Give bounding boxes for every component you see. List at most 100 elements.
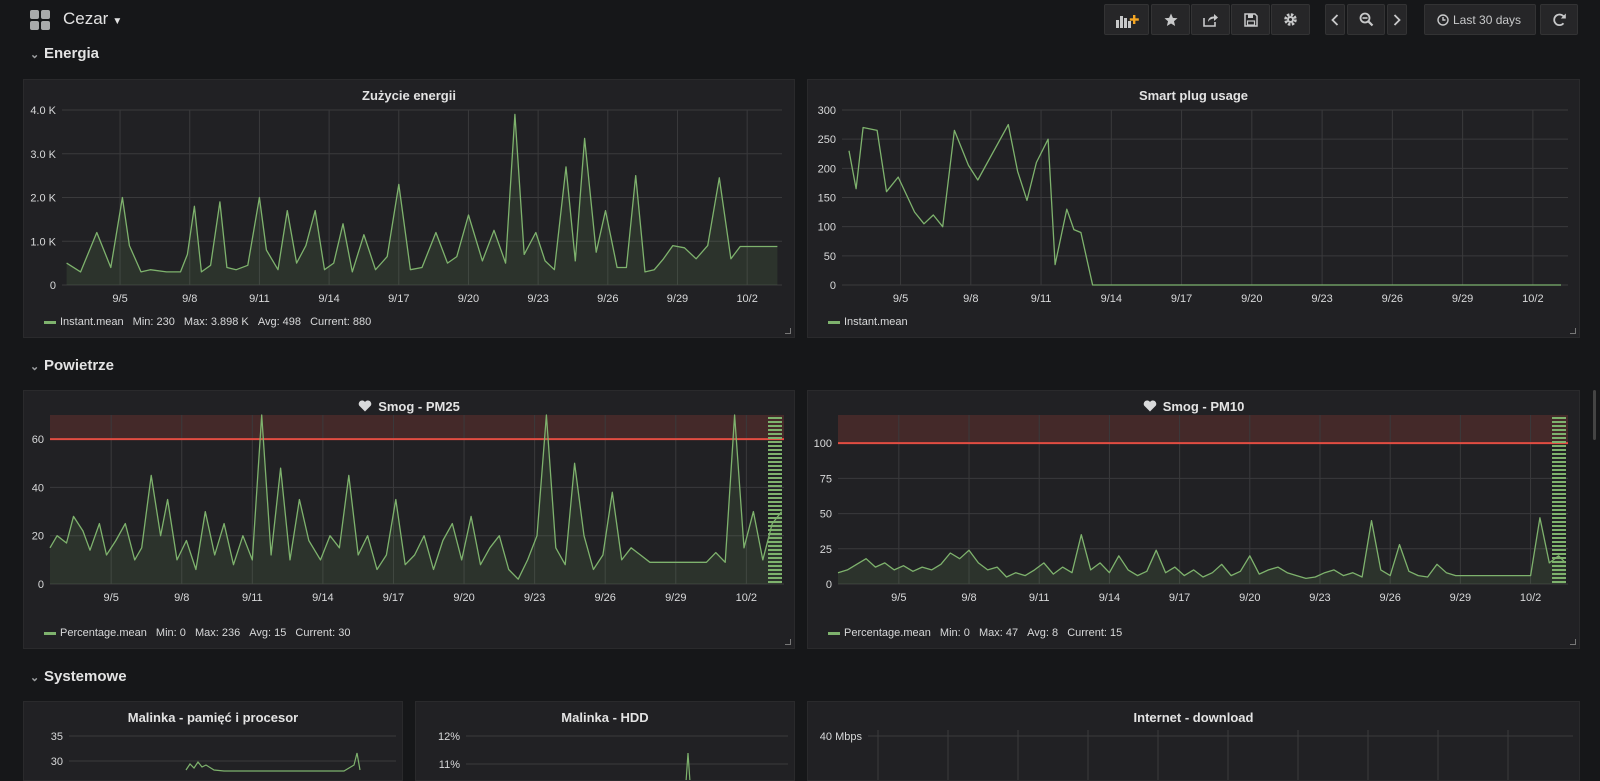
panel-title[interactable]: Malinka - pamięć i procesor [127, 710, 299, 725]
heart-icon [1143, 400, 1156, 412]
panel-title[interactable]: Zużycie energii [362, 88, 456, 103]
x-tick-label: 9/17 [1169, 592, 1190, 604]
add-panel-button[interactable] [1104, 4, 1149, 35]
refresh-button[interactable] [1540, 4, 1578, 35]
star-icon [1164, 13, 1177, 26]
legend-current: Current: 15 [1067, 627, 1123, 639]
series-line [49, 414, 783, 580]
y-tick-label: 100 [818, 222, 836, 234]
legend-min: Min: 230 [132, 316, 175, 328]
x-tick-label: 9/17 [1171, 293, 1192, 305]
legend-series-name[interactable]: Percentage.mean [844, 627, 931, 639]
recent-data-marker [1552, 509, 1566, 511]
recent-data-marker [1552, 525, 1566, 527]
x-tick-label: 9/5 [891, 592, 906, 604]
row-systemowe[interactable]: ⌄ Systemowe [30, 668, 127, 685]
panel-title[interactable]: Smog - PM10 [808, 399, 1579, 414]
legend-max: Max: 3.898 K [183, 316, 249, 328]
grid-icon[interactable] [30, 10, 50, 30]
legend-series-name[interactable]: Instant.mean [60, 316, 124, 328]
y-tick-label: 0 [38, 579, 44, 591]
save-icon [1243, 12, 1258, 27]
recent-data-marker [1552, 485, 1566, 487]
y-tick-label: 75 [820, 473, 832, 485]
recent-data-marker [1552, 521, 1566, 523]
panel-title[interactable]: Smog - PM25 [24, 399, 794, 414]
recent-data-marker [1552, 565, 1566, 567]
y-tick-label: 150 [818, 193, 836, 205]
page-scrollbar[interactable] [1593, 390, 1596, 440]
x-tick-label: 9/14 [312, 592, 333, 604]
x-tick-label: 9/23 [524, 592, 545, 604]
panel-title-text: Smog - PM25 [378, 399, 460, 414]
x-tick-label: 9/11 [1031, 293, 1052, 305]
chart-internet[interactable]: 40 Mbps [808, 702, 1580, 781]
panel-title[interactable]: Malinka - HDD [561, 710, 649, 725]
resize-handle[interactable] [1570, 328, 1576, 334]
chart-pm25[interactable]: 0 20 40 60 9/5 9/8 9/11 9/14 9/17 9/20 9/23 9/26 9/2… [24, 391, 795, 649]
time-shift-back-button[interactable] [1325, 4, 1345, 35]
recent-data-marker [768, 553, 782, 555]
x-tick-label: 9/29 [665, 592, 686, 604]
recent-data-marker [1552, 513, 1566, 515]
x-tick-label: 9/29 [1452, 293, 1473, 305]
dashboard-picker[interactable]: Cezar ▼ [63, 9, 122, 29]
y-tick-label: 40 Mbps [820, 731, 863, 743]
time-range-picker[interactable]: Last 30 days [1424, 4, 1536, 35]
legend-series-name[interactable]: Instant.mean [844, 316, 908, 328]
recent-data-marker [768, 541, 782, 543]
panel-malinka: Malinka - pamięć i procesor 35 30 [23, 701, 403, 781]
time-range-label: Last 30 days [1453, 12, 1522, 27]
recent-data-marker [768, 529, 782, 531]
legend: Percentage.mean Min: 0 Max: 47 Avg: 8 Cu… [828, 627, 1122, 639]
chart-smart-plug[interactable]: 0 50 100 150 200 250 300 9/5 9/8 9/11 9/14 9/17 9/20… [808, 80, 1580, 338]
resize-handle[interactable] [785, 328, 791, 334]
row-powietrze[interactable]: ⌄ Powietrze [30, 357, 114, 374]
recent-data-marker [768, 433, 782, 435]
x-tick-label: 9/14 [318, 293, 339, 305]
panel-title[interactable]: Internet - download [1133, 710, 1254, 725]
recent-data-marker [768, 453, 782, 455]
panel-hdd: Malinka - HDD 12% 11% [415, 701, 795, 781]
legend-swatch [44, 320, 56, 324]
chart-pm10[interactable]: 0 25 50 75 100 9/5 9/8 9/11 9/14 9/17 9/20 9/23 9/26… [808, 391, 1580, 649]
share-button[interactable] [1191, 4, 1230, 35]
panel-title[interactable]: Smart plug usage [1138, 88, 1249, 103]
settings-button[interactable] [1271, 4, 1310, 35]
x-tick-label: 10/2 [736, 293, 757, 305]
save-button[interactable] [1231, 4, 1270, 35]
panel-pm25: Smog - PM25 0 20 40 60 9/5 9/8 9/11 9/14 9/17 9/2… [23, 390, 795, 649]
time-shift-forward-button[interactable] [1387, 4, 1407, 35]
legend-max: Max: 47 [978, 627, 1019, 639]
resize-handle[interactable] [1570, 639, 1576, 645]
recent-data-marker [768, 465, 782, 467]
recent-data-marker [768, 569, 782, 571]
recent-data-marker [1552, 465, 1566, 467]
legend-max: Max: 236 [194, 627, 241, 639]
recent-data-marker [768, 469, 782, 471]
x-tick-label: 9/8 [963, 293, 978, 305]
row-energia[interactable]: ⌄ Energia [30, 45, 99, 62]
series-line [837, 517, 1567, 580]
recent-data-marker [768, 501, 782, 503]
resize-handle[interactable] [785, 639, 791, 645]
recent-data-marker [768, 477, 782, 479]
star-button[interactable] [1151, 4, 1190, 35]
series-area [66, 114, 778, 286]
recent-data-marker [768, 561, 782, 563]
panel-internet-download: Internet - download 40 Mbps [807, 701, 1580, 781]
x-tick-label: 9/20 [1239, 592, 1260, 604]
recent-data-marker [1552, 433, 1566, 435]
legend-series-name[interactable]: Percentage.mean [60, 627, 147, 639]
recent-data-marker [1552, 529, 1566, 531]
series-line [66, 113, 778, 273]
recent-data-marker [1552, 417, 1566, 419]
recent-data-marker [768, 517, 782, 519]
x-tick-label: 9/29 [667, 293, 688, 305]
zoom-out-button[interactable] [1347, 4, 1385, 35]
legend: Instant.mean [828, 316, 908, 328]
panel-title-text: Smog - PM10 [1162, 399, 1245, 414]
chart-energy[interactable]: 0 1.0 K 2.0 K 3.0 K 4.0 K 9/5 9/8 9/11 9/14 9/17 9… [24, 80, 795, 338]
recent-data-marker [1552, 493, 1566, 495]
y-tick-label: 200 [818, 163, 836, 175]
